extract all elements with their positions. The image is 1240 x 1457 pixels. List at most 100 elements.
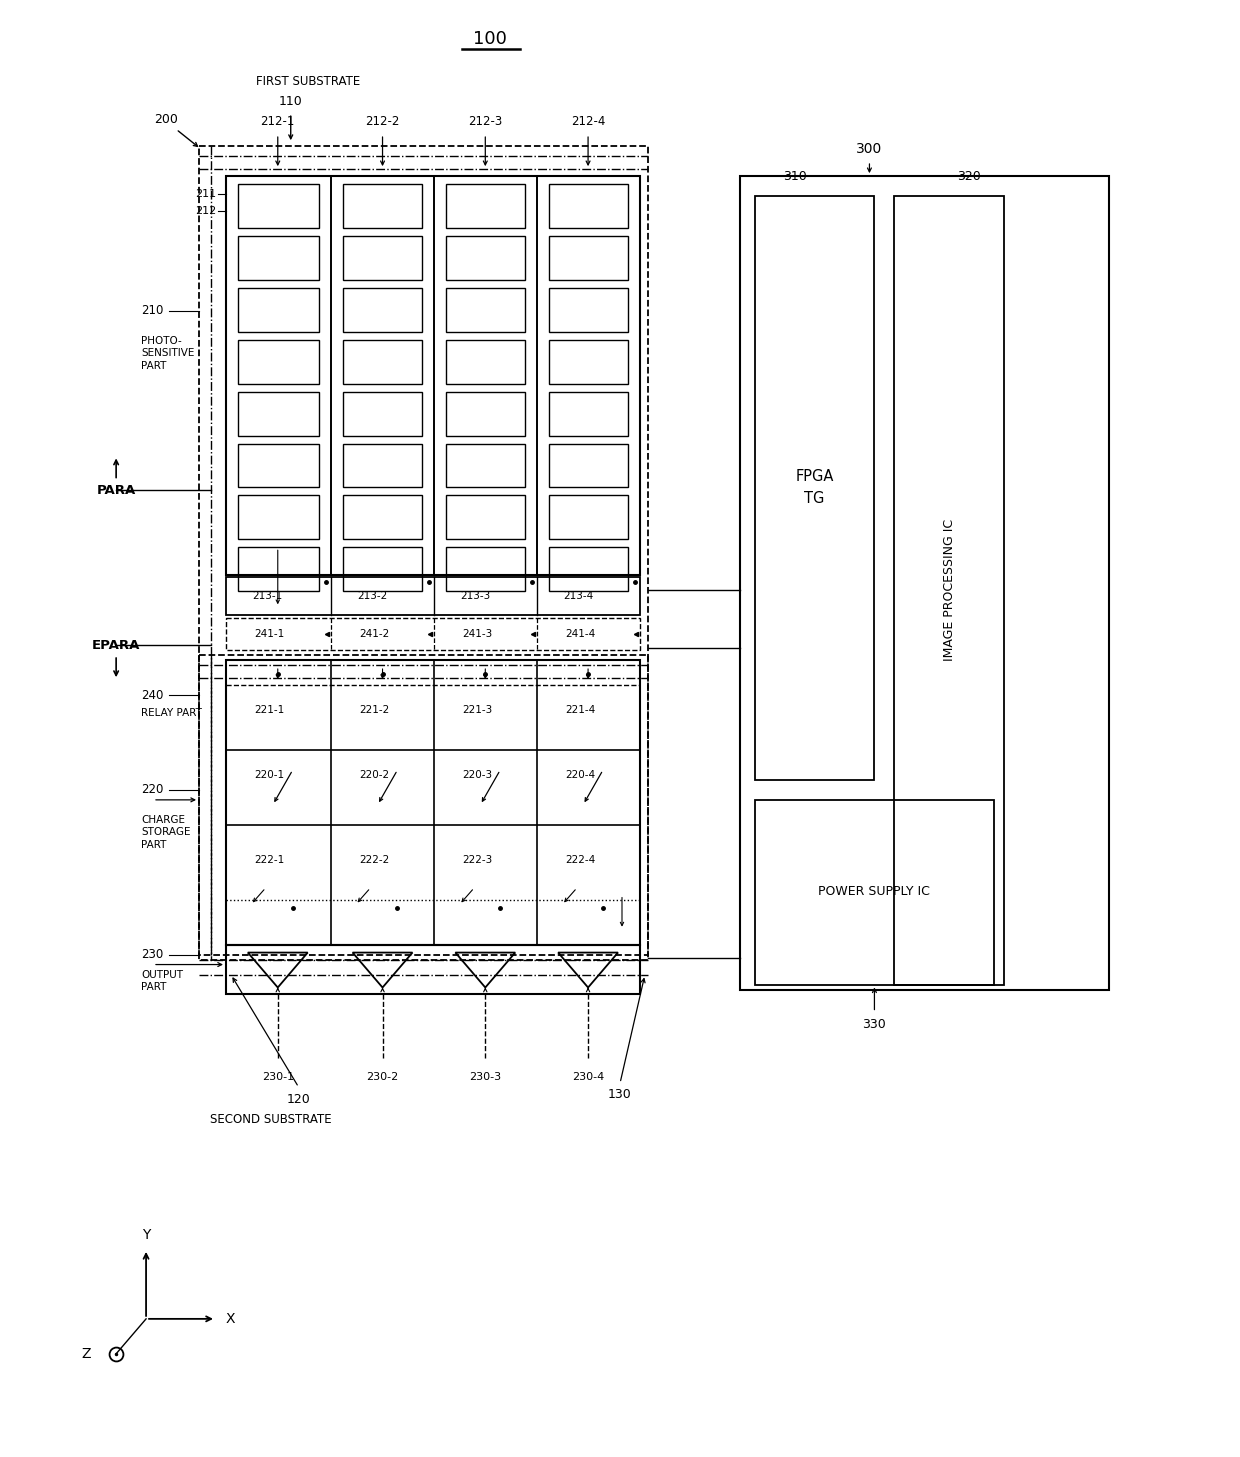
Text: POWER SUPPLY IC: POWER SUPPLY IC <box>818 886 930 898</box>
Text: IMAGE PROCESSING IC: IMAGE PROCESSING IC <box>942 519 956 661</box>
Bar <box>238 495 319 539</box>
Text: PARA: PARA <box>97 484 135 497</box>
Bar <box>238 236 319 280</box>
Bar <box>549 443 627 488</box>
Text: 240: 240 <box>141 689 164 702</box>
Bar <box>238 443 319 488</box>
Text: 220: 220 <box>141 784 164 797</box>
Text: EPARA: EPARA <box>92 638 140 651</box>
Text: 310: 310 <box>782 169 806 182</box>
Bar <box>446 392 526 436</box>
Text: 230-1: 230-1 <box>262 1072 294 1083</box>
Bar <box>549 495 627 539</box>
Text: 220-2: 220-2 <box>360 769 389 779</box>
Bar <box>549 288 627 332</box>
Bar <box>198 146 649 960</box>
Bar <box>446 548 526 592</box>
Text: 300: 300 <box>857 143 883 156</box>
Text: 100: 100 <box>474 31 507 48</box>
Text: 241-3: 241-3 <box>463 629 492 640</box>
Text: 213-1: 213-1 <box>253 592 283 602</box>
Bar <box>446 288 526 332</box>
Bar <box>226 618 640 650</box>
Text: OUTPUT
PART: OUTPUT PART <box>141 969 184 992</box>
Text: 220-4: 220-4 <box>565 769 595 779</box>
Bar <box>238 288 319 332</box>
Text: X: X <box>226 1311 234 1326</box>
Text: 221-1: 221-1 <box>254 705 285 715</box>
Text: 120: 120 <box>286 1093 310 1106</box>
Bar <box>549 392 627 436</box>
Text: 130: 130 <box>608 1088 632 1101</box>
Text: Y: Y <box>141 1228 150 1241</box>
Bar <box>755 800 994 985</box>
Bar <box>342 339 423 383</box>
Text: 330: 330 <box>863 1018 887 1032</box>
Text: 210: 210 <box>141 305 164 318</box>
Text: 200: 200 <box>154 112 179 125</box>
Text: 241-1: 241-1 <box>254 629 285 640</box>
Text: 212-3: 212-3 <box>469 115 502 128</box>
Bar <box>446 184 526 227</box>
Bar <box>446 236 526 280</box>
Bar <box>894 197 1004 985</box>
Text: 230-3: 230-3 <box>469 1072 501 1083</box>
Text: 212-1: 212-1 <box>260 115 295 128</box>
Bar <box>549 184 627 227</box>
Bar <box>342 443 423 488</box>
Bar <box>342 288 423 332</box>
Text: 230-2: 230-2 <box>366 1072 398 1083</box>
Text: 213-3: 213-3 <box>460 592 491 602</box>
Text: Z: Z <box>82 1346 91 1361</box>
Text: FIRST SUBSTRATE: FIRST SUBSTRATE <box>255 74 360 87</box>
Bar <box>342 236 423 280</box>
Text: 241-2: 241-2 <box>360 629 389 640</box>
Bar <box>226 660 640 944</box>
Text: 221-3: 221-3 <box>463 705 492 715</box>
Text: 222-3: 222-3 <box>463 855 492 865</box>
Bar <box>238 339 319 383</box>
Text: 220-1: 220-1 <box>254 769 285 779</box>
Text: 221-2: 221-2 <box>360 705 389 715</box>
Bar <box>226 577 640 615</box>
Bar <box>740 176 1109 989</box>
Text: 222-4: 222-4 <box>565 855 595 865</box>
Bar <box>238 184 319 227</box>
Bar <box>446 495 526 539</box>
Bar <box>446 339 526 383</box>
Text: 230: 230 <box>141 949 164 962</box>
Text: SECOND SUBSTRATE: SECOND SUBSTRATE <box>210 1113 331 1126</box>
Text: 213-4: 213-4 <box>563 592 593 602</box>
Text: 212: 212 <box>195 205 216 216</box>
Bar <box>549 236 627 280</box>
Text: FPGA
TG: FPGA TG <box>795 469 833 506</box>
Bar <box>342 392 423 436</box>
Text: 220-3: 220-3 <box>463 769 492 779</box>
Bar <box>226 944 640 995</box>
Bar <box>342 548 423 592</box>
Bar <box>342 495 423 539</box>
Bar <box>549 548 627 592</box>
Bar <box>446 443 526 488</box>
Bar <box>238 548 319 592</box>
Bar <box>238 392 319 436</box>
Text: CHARGE
STORAGE
PART: CHARGE STORAGE PART <box>141 814 191 849</box>
Bar <box>198 656 649 954</box>
Text: 241-4: 241-4 <box>565 629 595 640</box>
Text: 211: 211 <box>195 189 216 200</box>
Text: 222-1: 222-1 <box>254 855 285 865</box>
Text: 222-2: 222-2 <box>360 855 389 865</box>
Text: 212-4: 212-4 <box>570 115 605 128</box>
Text: RELAY PART: RELAY PART <box>141 708 202 718</box>
Text: 230-4: 230-4 <box>572 1072 604 1083</box>
Text: 110: 110 <box>279 95 303 108</box>
Text: 320: 320 <box>957 169 981 182</box>
Text: 212-2: 212-2 <box>366 115 399 128</box>
Text: PHOTO-
SENSITIVE
PART: PHOTO- SENSITIVE PART <box>141 335 195 370</box>
Text: 221-4: 221-4 <box>565 705 595 715</box>
Bar <box>226 176 640 576</box>
Bar <box>755 197 874 779</box>
Bar <box>549 339 627 383</box>
Text: 213-2: 213-2 <box>357 592 388 602</box>
Bar <box>342 184 423 227</box>
